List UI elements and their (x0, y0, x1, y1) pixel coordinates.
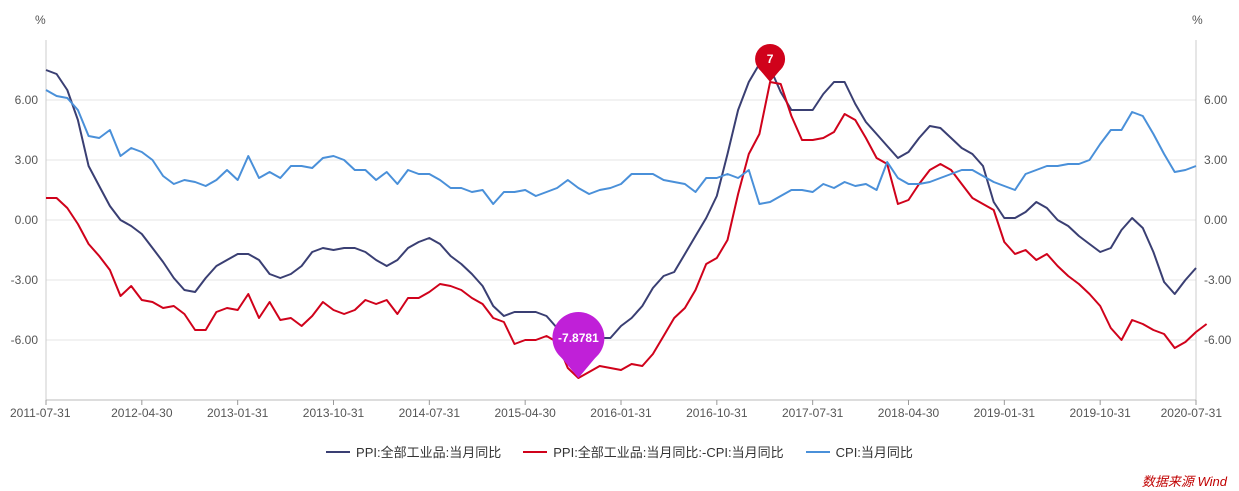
x-tick-label: 2018-04-30 (878, 406, 940, 420)
y-tick-label-right: -6.00 (1204, 333, 1232, 347)
legend-item-3[interactable]: CPI:当月同比 (805, 442, 913, 461)
y-tick-label-right: 6.00 (1204, 93, 1228, 107)
legend-swatch (523, 450, 548, 453)
y-tick-label-left: -6.00 (11, 333, 39, 347)
legend: PPI:全部工业品:当月同比 PPI:全部工业品:当月同比:-CPI:当月同比 CP… (0, 442, 1239, 461)
axes: 6.00 6.00 3.00 3.00 0.00 0.00 -3.00 -3.00 -6.00 -… (10, 13, 1232, 420)
legend-label: CPI:当月同比 (835, 445, 913, 460)
y-unit-right: % (1192, 13, 1203, 27)
series-line-3 (45, 89, 1197, 205)
annotation-label: -7.8781 (558, 331, 599, 345)
y-unit-left: % (35, 13, 46, 27)
x-tick-label: 2013-10-31 (303, 406, 365, 420)
x-tick-label: 2014-07-31 (399, 406, 461, 420)
x-tick-label: 2011-07-31 (10, 406, 71, 420)
x-tick-label: 2019-10-31 (1069, 406, 1131, 420)
x-tick-label: 2019-01-31 (974, 406, 1036, 420)
y-tick-label-right: 0.00 (1204, 213, 1228, 227)
series-lines (45, 63, 1208, 379)
legend-swatch (805, 450, 830, 453)
legend-swatch (326, 450, 351, 453)
x-tick-label: 2020-07-31 (1161, 406, 1223, 420)
series-line-1 (45, 63, 1197, 339)
x-tick-label: 2016-10-31 (686, 406, 748, 420)
x-tick-label: 2015-04-30 (494, 406, 556, 420)
y-tick-label-left: 0.00 (15, 213, 39, 227)
annotation-markers: 7 -7.8781 (552, 44, 786, 378)
y-tick-label-left: 6.00 (15, 93, 39, 107)
x-tick-label: 2012-04-30 (111, 406, 173, 420)
legend-label: PPI:全部工业品:当月同比:-CPI:当月同比 (553, 445, 784, 460)
grid-lines (46, 99, 1196, 341)
x-tick-label: 2013-01-31 (207, 406, 269, 420)
y-tick-label-left: 3.00 (15, 153, 39, 167)
annotation-pin-2: -7.8781 (552, 312, 605, 378)
x-tick-label: 2017-07-31 (782, 406, 844, 420)
source-label: 数据来源 Wind (1141, 474, 1227, 489)
legend-label: PPI:全部工业品:当月同比 (356, 445, 502, 460)
legend-item-1[interactable]: PPI:全部工业品:当月同比 (326, 442, 501, 461)
x-tick-label: 2016-01-31 (590, 406, 652, 420)
annotation-label: 7 (767, 52, 774, 66)
pin-head (552, 312, 605, 364)
annotation-pin-1: 7 (755, 44, 786, 82)
y-tick-label-right: 3.00 (1204, 153, 1228, 167)
y-tick-label-left: -3.00 (11, 273, 39, 287)
series-line-2 (46, 81, 1208, 379)
pin-head (755, 44, 786, 74)
y-tick-label-right: -3.00 (1204, 273, 1232, 287)
legend-item-2[interactable]: PPI:全部工业品:当月同比:-CPI:当月同比 (523, 442, 784, 461)
